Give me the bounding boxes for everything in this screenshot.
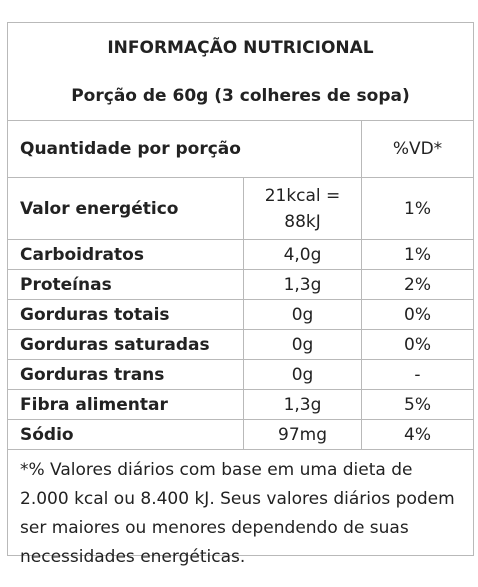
- table-row: Carboidratos 4,0g 1%: [8, 240, 474, 270]
- table-row: Gorduras trans 0g -: [8, 360, 474, 390]
- table-row: Gorduras totais 0g 0%: [8, 300, 474, 330]
- nutrient-name: Valor energético: [8, 178, 244, 240]
- table-header-row: INFORMAÇÃO NUTRICIONAL Porção de 60g (3 …: [8, 23, 474, 121]
- nutrient-name: Proteínas: [8, 270, 244, 300]
- footnote-row: *% Valores diários com base em uma dieta…: [8, 450, 474, 567]
- table-row: Fibra alimentar 1,3g 5%: [8, 390, 474, 420]
- nutrient-amount: 0g: [244, 300, 362, 330]
- nutrient-name: Gorduras trans: [8, 360, 244, 390]
- nutrient-amount: 1,3g: [244, 270, 362, 300]
- nutrient-amount: 21kcal = 88kJ: [244, 178, 362, 240]
- quantity-per-serving-label: Quantidade por porção: [8, 121, 362, 178]
- table-row: Gorduras saturadas 0g 0%: [8, 330, 474, 360]
- nutrient-amount: 1,3g: [244, 390, 362, 420]
- table-row: Sódio 97mg 4%: [8, 420, 474, 450]
- nutrient-daily-value: 1%: [362, 240, 474, 270]
- table-title: INFORMAÇÃO NUTRICIONAL: [107, 37, 374, 58]
- nutrient-daily-value: -: [362, 360, 474, 390]
- column-header-row: Quantidade por porção %VD*: [8, 121, 474, 178]
- table-row: Proteínas 1,3g 2%: [8, 270, 474, 300]
- nutrient-name: Fibra alimentar: [8, 390, 244, 420]
- nutrient-daily-value: 0%: [362, 330, 474, 360]
- nutrient-daily-value: 1%: [362, 178, 474, 240]
- nutrient-amount: 0g: [244, 360, 362, 390]
- table-header: INFORMAÇÃO NUTRICIONAL Porção de 60g (3 …: [8, 23, 474, 121]
- nutrient-amount: 97mg: [244, 420, 362, 450]
- nutrient-name: Gorduras saturadas: [8, 330, 244, 360]
- nutrient-daily-value: 2%: [362, 270, 474, 300]
- nutrient-amount: 0g: [244, 330, 362, 360]
- daily-value-footnote: *% Valores diários com base em uma dieta…: [8, 450, 474, 567]
- table-row: Valor energético 21kcal = 88kJ 1%: [8, 178, 474, 240]
- nutrition-facts-table: INFORMAÇÃO NUTRICIONAL Porção de 60g (3 …: [7, 22, 474, 567]
- nutrient-name: Carboidratos: [8, 240, 244, 270]
- nutrient-name: Gorduras totais: [8, 300, 244, 330]
- nutrient-daily-value: 0%: [362, 300, 474, 330]
- nutrient-daily-value: 4%: [362, 420, 474, 450]
- nutrient-name: Sódio: [8, 420, 244, 450]
- serving-size: Porção de 60g (3 colheres de sopa): [71, 85, 410, 106]
- daily-value-label: %VD*: [362, 121, 474, 178]
- nutrient-daily-value: 5%: [362, 390, 474, 420]
- nutrient-amount: 4,0g: [244, 240, 362, 270]
